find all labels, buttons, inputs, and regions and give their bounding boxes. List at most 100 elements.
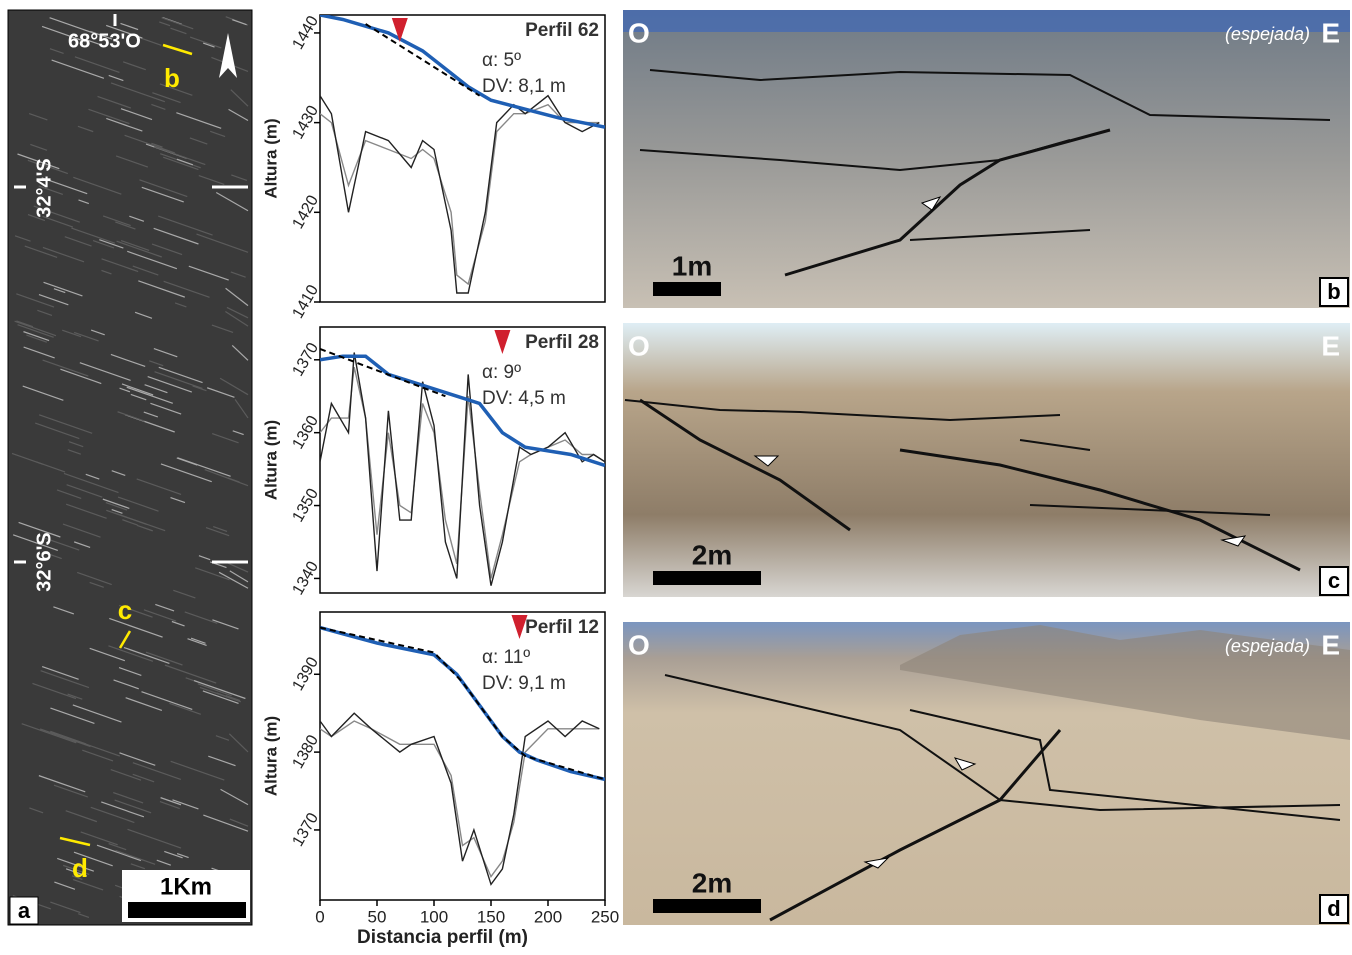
x-tick-label: 200 bbox=[534, 907, 562, 926]
ridge bbox=[33, 205, 80, 223]
ridge bbox=[161, 17, 194, 30]
ridge bbox=[158, 215, 213, 236]
panel-box bbox=[9, 896, 39, 925]
ridge bbox=[72, 704, 122, 723]
ridge bbox=[53, 288, 66, 294]
site-line bbox=[118, 630, 132, 649]
ridge bbox=[162, 156, 199, 171]
ridge bbox=[113, 679, 139, 690]
dip-angle: α: 11º bbox=[482, 647, 530, 668]
sky bbox=[623, 10, 1350, 32]
ridge bbox=[82, 749, 114, 762]
ridge bbox=[151, 142, 163, 148]
dip-angle: α: 5º bbox=[482, 50, 521, 71]
ridge bbox=[102, 498, 130, 509]
ridge bbox=[164, 664, 217, 684]
panel-label: a bbox=[18, 898, 31, 923]
ridge bbox=[108, 843, 127, 851]
ridge bbox=[220, 788, 249, 806]
ridge bbox=[45, 165, 69, 175]
ridge bbox=[155, 603, 175, 612]
ridge bbox=[225, 287, 249, 307]
ridge bbox=[38, 294, 69, 306]
fault-arrows bbox=[753, 196, 1247, 869]
ridge bbox=[38, 414, 93, 434]
plot-lines bbox=[320, 625, 605, 886]
ridge bbox=[123, 646, 170, 664]
ridge bbox=[149, 360, 164, 367]
ridge bbox=[115, 849, 156, 865]
x-tick-label: 250 bbox=[591, 907, 619, 926]
profile-title: Perfil 28 bbox=[525, 332, 599, 353]
panel-box bbox=[1319, 566, 1349, 596]
scarp-marker bbox=[511, 615, 528, 639]
longitude: 68°53'O bbox=[68, 30, 141, 52]
ridge bbox=[144, 384, 168, 394]
ridge bbox=[202, 42, 215, 48]
ridge bbox=[234, 399, 249, 419]
ridge bbox=[110, 769, 142, 781]
ridge bbox=[63, 472, 119, 494]
ridge bbox=[41, 25, 86, 43]
ridge bbox=[141, 186, 184, 203]
ridge bbox=[78, 199, 90, 205]
ridge bbox=[66, 484, 103, 498]
ridge bbox=[120, 108, 153, 121]
ridge bbox=[231, 174, 248, 181]
site-line bbox=[162, 43, 193, 56]
trend-line bbox=[365, 23, 481, 97]
ridge bbox=[17, 324, 54, 338]
ridge bbox=[64, 236, 92, 247]
ridge bbox=[113, 791, 144, 804]
ridge bbox=[27, 159, 43, 166]
scale-bar bbox=[653, 571, 761, 585]
y-axis-title: Altura (m) bbox=[261, 118, 280, 198]
ridge bbox=[101, 269, 112, 275]
ridge bbox=[21, 723, 77, 744]
ridge bbox=[212, 619, 239, 630]
ridge bbox=[86, 39, 100, 45]
plot-lines bbox=[320, 15, 605, 294]
dip-angle: α: 9º bbox=[482, 362, 521, 383]
ridge bbox=[187, 638, 207, 646]
panel-label: c bbox=[1328, 568, 1340, 593]
ridge bbox=[232, 430, 244, 436]
ridge bbox=[152, 92, 181, 104]
trend-line bbox=[320, 347, 446, 398]
ridge bbox=[56, 489, 82, 499]
ridge bbox=[204, 468, 249, 487]
ridge bbox=[105, 502, 128, 511]
hillshade bbox=[11, 16, 249, 921]
ridge bbox=[156, 859, 172, 866]
ridge bbox=[159, 83, 193, 96]
ridge bbox=[62, 329, 82, 338]
ridge bbox=[153, 227, 199, 245]
photo-b bbox=[623, 10, 1350, 308]
ridge bbox=[228, 108, 249, 122]
scarp-marker bbox=[494, 330, 511, 354]
ridge bbox=[226, 306, 249, 319]
ridge bbox=[177, 457, 231, 477]
ridge bbox=[127, 250, 178, 270]
ridge bbox=[132, 762, 181, 781]
ridge bbox=[27, 214, 46, 222]
latitude: 32°4'S bbox=[33, 158, 55, 217]
mountain bbox=[900, 625, 1350, 740]
ridge bbox=[215, 192, 249, 212]
panel-label: d bbox=[1327, 896, 1340, 921]
ridge bbox=[105, 24, 143, 39]
ridge bbox=[28, 113, 48, 121]
ridge bbox=[145, 651, 183, 666]
ridge bbox=[17, 153, 60, 170]
ridge bbox=[30, 143, 48, 151]
scale-bar bbox=[653, 899, 761, 913]
ridge bbox=[68, 441, 84, 448]
profile-title: Perfil 62 bbox=[525, 20, 599, 41]
ridge bbox=[109, 617, 163, 638]
ridge bbox=[37, 309, 53, 316]
ridge bbox=[73, 176, 122, 195]
ridge bbox=[99, 239, 124, 249]
ridge bbox=[115, 221, 136, 230]
plot-lines bbox=[320, 347, 605, 586]
ridge bbox=[118, 667, 142, 676]
